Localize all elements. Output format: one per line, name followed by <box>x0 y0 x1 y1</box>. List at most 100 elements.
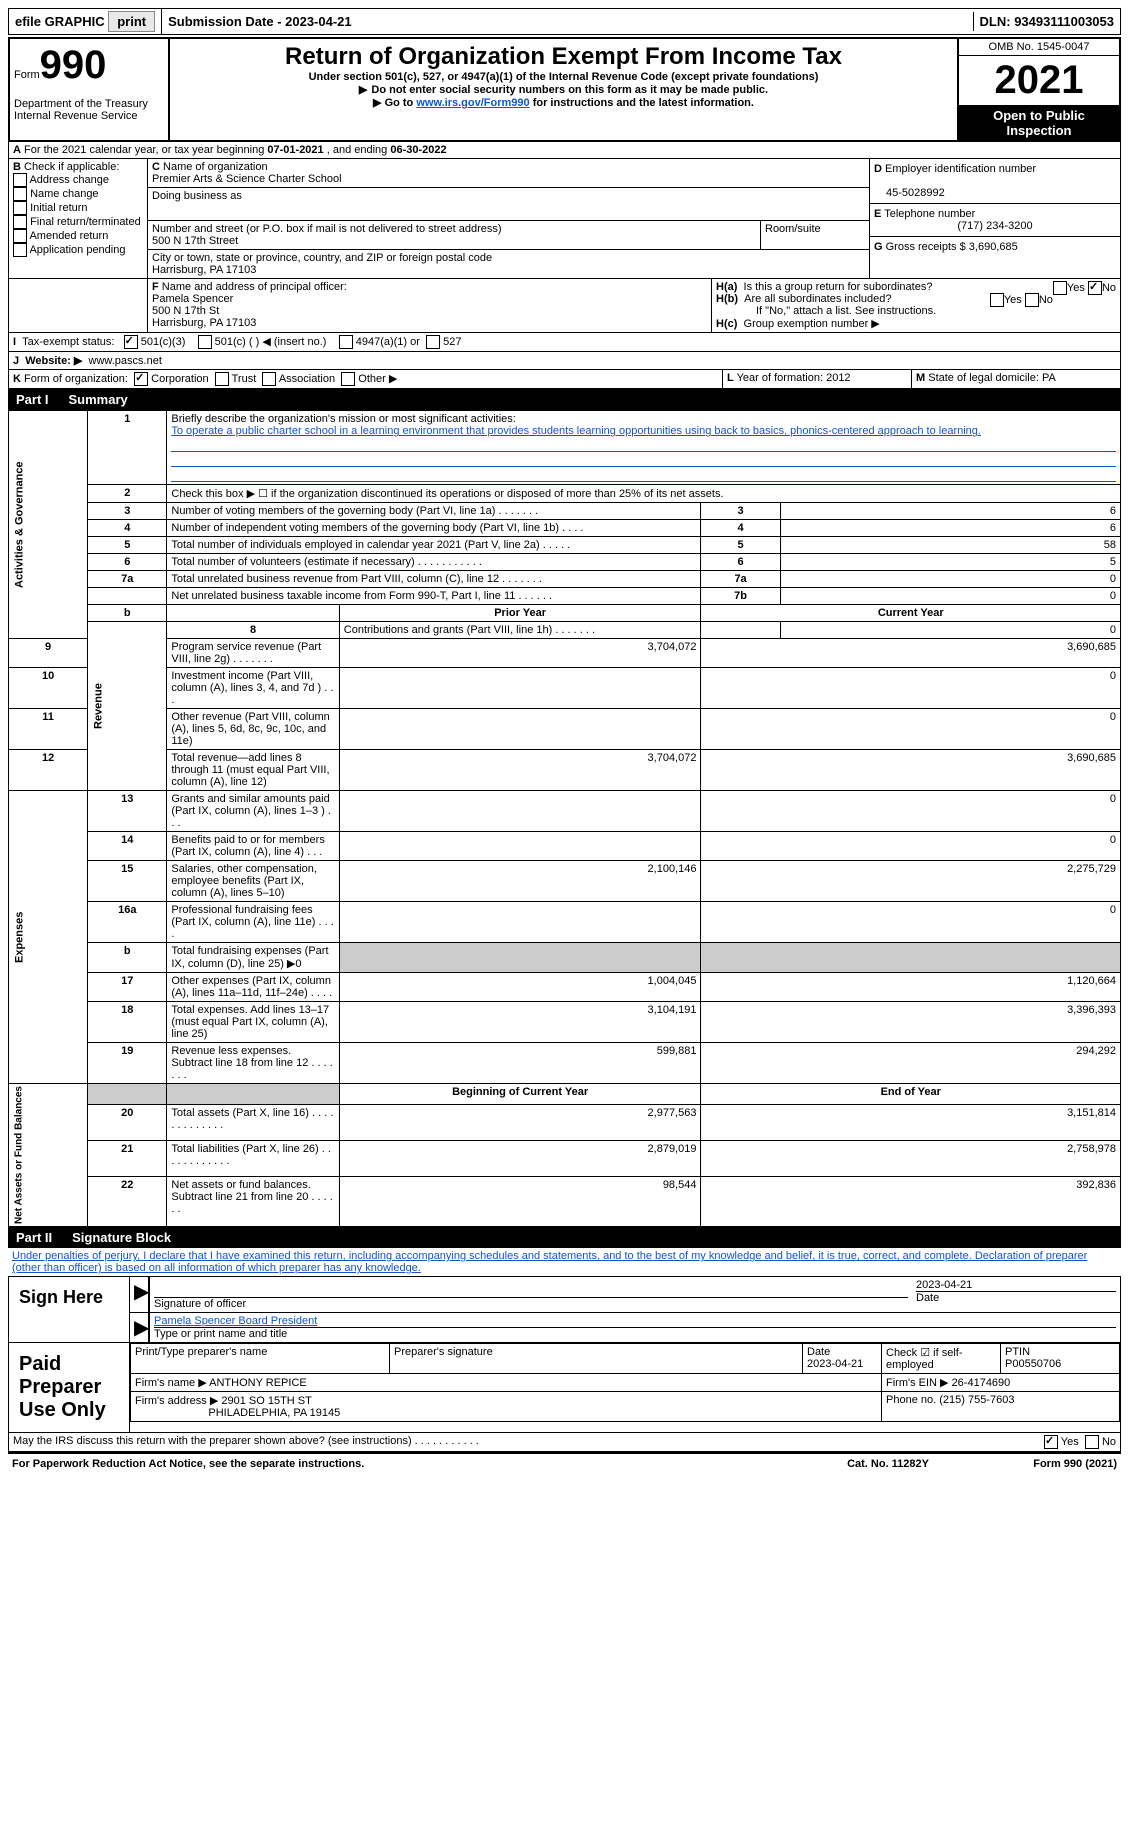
exp-t-19: Revenue less expenses. Subtract line 18 … <box>167 1043 339 1084</box>
exp-n-b: b <box>88 943 167 973</box>
chk-assoc[interactable] <box>262 372 276 386</box>
fill1 <box>171 437 1116 452</box>
exp-t-17: Other expenses (Part IX, column (A), lin… <box>167 973 339 1002</box>
chk-amended[interactable] <box>13 229 27 243</box>
rev-t-8: Contributions and grants (Part VIII, lin… <box>339 622 701 639</box>
cat-no: Cat. No. 11282Y <box>843 1456 933 1472</box>
form-header: Form990 Department of the Treasury Inter… <box>8 37 1121 142</box>
i-label: Tax-exempt status: <box>22 336 114 348</box>
exp-t-14: Benefits paid to or for members (Part IX… <box>167 832 339 861</box>
chk-other[interactable] <box>341 372 355 386</box>
chk-527[interactable] <box>426 335 440 349</box>
chk-final[interactable] <box>13 215 27 229</box>
side-net: Net Assets or Fund Balances <box>9 1084 88 1227</box>
street-label: Number and street (or P.O. box if mail i… <box>152 223 502 235</box>
hb-yes[interactable] <box>990 293 1004 307</box>
efile-label: efile <box>15 14 41 29</box>
summary-table: Activities & Governance 1 Briefly descri… <box>8 410 1121 1227</box>
rev-c-9: 3,690,685 <box>701 639 1121 668</box>
side-rev: Revenue <box>88 622 167 791</box>
chk-501c3[interactable] <box>124 335 138 349</box>
l-label: Year of formation: <box>737 372 823 384</box>
preparer-block: Paid Preparer Use Only Print/Type prepar… <box>8 1343 1121 1433</box>
form-word: Form <box>14 69 40 81</box>
firm-addr1: 2901 SO 15TH ST <box>221 1395 312 1407</box>
opt-final: Final return/terminated <box>30 216 141 228</box>
date-label: Date <box>916 1292 939 1304</box>
irs-link[interactable]: www.irs.gov/Form990 <box>416 97 529 109</box>
form-foot: 990 <box>1064 1458 1082 1470</box>
net-c-20: 3,151,814 <box>701 1105 1121 1141</box>
chk-trust[interactable] <box>215 372 229 386</box>
prep-c1: Print/Type preparer's name <box>135 1346 267 1358</box>
ag-t-7b: Net unrelated business taxable income fr… <box>167 588 701 605</box>
prep-c2: Preparer's signature <box>394 1346 493 1358</box>
chk-corp[interactable] <box>134 372 148 386</box>
top-bar: efile GRAPHIC print Submission Date - 20… <box>8 8 1121 35</box>
exp-p-13 <box>339 791 701 832</box>
exp-p-15: 2,100,146 <box>339 861 701 902</box>
exp-t-16a: Professional fundraising fees (Part IX, … <box>167 902 339 943</box>
dba-label: Doing business as <box>152 190 242 202</box>
section-deg: D Employer identification number 45-5028… <box>870 159 1120 278</box>
a-end: 06-30-2022 <box>390 144 446 156</box>
city-label: City or town, state or province, country… <box>152 252 492 264</box>
irs-label: Internal Revenue Service <box>14 110 164 122</box>
opt-501c: 501(c) ( ) ◀ (insert no.) <box>215 336 327 348</box>
gross-receipts: 3,690,685 <box>969 241 1018 253</box>
ag-b-7a: 7a <box>701 571 780 588</box>
declaration: Under penalties of perjury, I declare th… <box>8 1248 1121 1276</box>
line-i: I Tax-exempt status: 501(c)(3) 501(c) ( … <box>8 333 1121 352</box>
fill3 <box>171 467 1116 482</box>
a-text: For the 2021 calendar year, or tax year … <box>24 144 267 156</box>
firm-addr2: PHILADELPHIA, PA 19145 <box>208 1407 340 1419</box>
discuss-no[interactable] <box>1085 1435 1099 1449</box>
exp-c-15: 2,275,729 <box>701 861 1121 902</box>
exp-n-17: 17 <box>88 973 167 1002</box>
ha-no[interactable] <box>1088 281 1102 295</box>
room-label: Room/suite <box>765 223 821 235</box>
name-label: Type or print name and title <box>154 1328 287 1340</box>
ag-v-6: 5 <box>780 554 1120 571</box>
rev-p-11 <box>339 709 701 750</box>
exp-c-16a: 0 <box>701 902 1121 943</box>
part2-label: Part II <box>16 1230 52 1245</box>
ag-t-7a: Total unrelated business revenue from Pa… <box>167 571 701 588</box>
officer-printed: Pamela Spencer Board President <box>154 1315 1116 1328</box>
side-ag: Activities & Governance <box>9 411 88 639</box>
net-t-22: Net assets or fund balances. Subtract li… <box>167 1176 339 1227</box>
q1: Briefly describe the organization's miss… <box>171 413 515 425</box>
discuss-row: May the IRS discuss this return with the… <box>8 1433 1121 1452</box>
prep-date: 2023-04-21 <box>807 1358 863 1370</box>
chk-4947[interactable] <box>339 335 353 349</box>
rev-c-10: 0 <box>701 668 1121 709</box>
k-label: Form of organization: <box>24 373 128 385</box>
chk-501c[interactable] <box>198 335 212 349</box>
hb-no[interactable] <box>1025 293 1039 307</box>
col-begin: Beginning of Current Year <box>339 1084 701 1105</box>
paid-prep-label: Paid Preparer Use Only <box>9 1343 130 1432</box>
header-center: Return of Organization Exempt From Incom… <box>170 39 959 140</box>
part2-header: Part II Signature Block <box>8 1227 1121 1248</box>
exp-c-19: 294,292 <box>701 1043 1121 1084</box>
discuss-yes[interactable] <box>1044 1435 1058 1449</box>
prep-c5: PTIN <box>1005 1346 1030 1358</box>
net-c-21: 2,758,978 <box>701 1140 1121 1176</box>
part1-title: Summary <box>69 392 128 407</box>
firm-ein: 26-4174690 <box>952 1377 1011 1389</box>
chk-name[interactable] <box>13 187 27 201</box>
a-mid: , and ending <box>327 144 391 156</box>
ag-t-6: Total number of volunteers (estimate if … <box>167 554 701 571</box>
rev-n-12: 12 <box>9 750 88 791</box>
rev-t-11: Other revenue (Part VIII, column (A), li… <box>167 709 339 750</box>
chk-pending[interactable] <box>13 243 27 257</box>
note-ssn: Do not enter social security numbers on … <box>174 83 953 96</box>
chk-initial[interactable] <box>13 201 27 215</box>
submission-date: Submission Date - 2023-04-21 <box>162 12 973 31</box>
ha-yes[interactable] <box>1053 281 1067 295</box>
ag-n-3: 3 <box>88 503 167 520</box>
chk-address[interactable] <box>13 173 27 187</box>
rev-t-9: Program service revenue (Part VIII, line… <box>167 639 339 668</box>
mission: To operate a public charter school in a … <box>171 425 981 437</box>
print-button[interactable]: print <box>108 11 155 32</box>
